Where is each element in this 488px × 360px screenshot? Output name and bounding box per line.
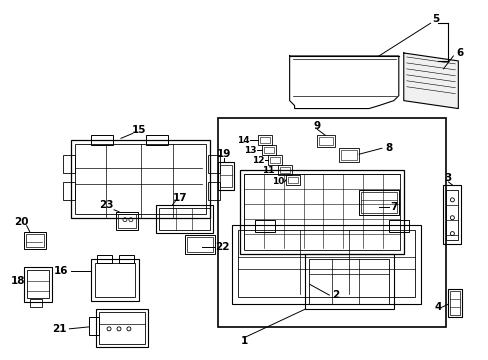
Bar [341,150,356,160]
Text: 9: 9 [313,121,320,131]
Text: 7: 7 [389,202,397,212]
Bar [304,255,393,309]
Text: 4: 4 [434,302,441,312]
Text: 21: 21 [52,324,66,334]
Bar [155,205,213,233]
Text: 8: 8 [385,143,392,153]
Bar [116,212,138,230]
Text: 1: 1 [240,336,247,346]
Text: 17: 17 [173,193,187,203]
Bar [218,118,446,327]
Bar [285,175,299,185]
Polygon shape [403,53,457,109]
Bar [185,235,215,255]
Bar [158,208,210,230]
Bar [279,167,289,173]
Bar [447,289,461,317]
Bar [269,157,279,163]
Bar [309,260,388,304]
Bar [26,234,43,247]
Bar [360,192,396,213]
Text: 19: 19 [217,149,231,159]
Bar [264,147,273,153]
Bar [75,144,206,214]
Bar [319,137,333,145]
Bar [118,214,136,228]
Bar [244,174,399,251]
Bar [240,170,403,255]
Bar [119,255,134,264]
Bar [443,185,460,244]
Bar [208,182,220,200]
Bar [95,264,135,297]
Bar [97,255,112,264]
Bar [446,190,457,239]
Bar [287,177,297,183]
Text: 22: 22 [215,243,229,252]
Bar [24,267,51,302]
Text: 20: 20 [15,217,29,227]
Bar [218,162,234,190]
Bar [91,135,113,145]
Bar [317,135,335,147]
Text: 13: 13 [243,146,256,155]
Bar [187,237,213,252]
Text: 2: 2 [331,290,338,300]
Bar [91,260,139,301]
Text: 3: 3 [444,173,451,183]
Bar [208,155,220,173]
Bar [277,165,291,175]
Bar [259,137,269,143]
Bar [449,291,459,315]
Bar [99,312,144,344]
Text: 6: 6 [456,48,463,58]
Bar [358,190,398,215]
Text: 23: 23 [99,200,113,210]
Bar [257,135,271,145]
Text: 10: 10 [271,177,284,186]
Bar [89,317,99,335]
Text: 14: 14 [236,136,249,145]
Bar [145,135,167,145]
Bar [238,230,414,297]
Bar [220,165,232,187]
Text: 12: 12 [251,156,264,165]
Bar [254,220,274,231]
Bar [388,220,408,231]
Bar [30,299,41,307]
Bar [339,148,358,162]
Text: 5: 5 [431,14,438,24]
Bar [63,182,75,200]
Bar [71,140,210,218]
Text: 16: 16 [54,266,68,276]
Text: 11: 11 [261,166,273,175]
Bar [24,231,45,249]
Bar [63,155,75,173]
Bar [262,145,275,155]
Text: 15: 15 [131,125,146,135]
Bar [96,309,147,347]
Text: 18: 18 [10,276,25,286]
Bar [27,270,48,298]
Bar [232,225,420,304]
Bar [267,155,281,165]
